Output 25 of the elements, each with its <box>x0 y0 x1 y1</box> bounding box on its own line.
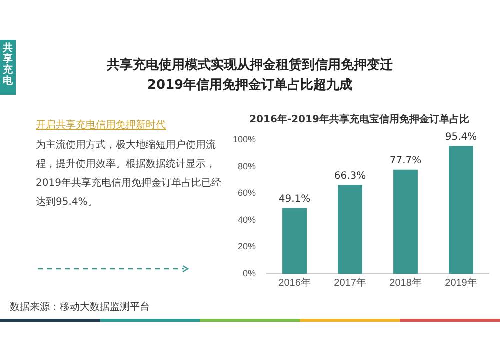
bar <box>338 185 362 274</box>
x-tick-label: 2017年 <box>334 276 366 289</box>
data-label: 95.4% <box>445 132 478 143</box>
y-tick-label: 60% <box>238 188 256 198</box>
y-tick-label: 0% <box>243 268 256 278</box>
bar <box>282 208 307 274</box>
x-tick-label: 2018年 <box>390 276 422 289</box>
chart-title: 共享充电使用模式实现从押金租赁到信用免押变迁 <box>106 56 394 74</box>
bar <box>394 170 418 274</box>
y-tick-label: 40% <box>238 214 256 225</box>
text: 为主流使用方式，极大地缩短用户使用流程，提升使用效率。根据数据统计显示，2019年共享充电信用免押金订单占比已经达到95.4%。 <box>36 138 222 210</box>
data-label: 66.3% <box>334 170 366 182</box>
source-note: 数据来源：移动大数据监测平台 <box>10 300 150 314</box>
text: 开启共享充电信用免押新时代 <box>36 118 167 132</box>
x-tick-label: 2016年 <box>278 276 311 289</box>
text: 2016年-2019年共享充电宝信用免押金订单占比 <box>250 114 470 126</box>
x-tick-label: 2019年 <box>445 276 478 289</box>
bar <box>449 146 474 274</box>
chart-subtitle: 2019年信用免押金订单占比超九成 <box>146 77 354 94</box>
text: 共享充电 <box>3 43 13 87</box>
data-label: 49.1% <box>278 194 311 205</box>
y-tick-label: 20% <box>238 242 256 252</box>
data-label: 77.7% <box>390 155 422 166</box>
y-tick-label: 80% <box>238 161 256 172</box>
y-tick-label: 100% <box>232 134 256 144</box>
